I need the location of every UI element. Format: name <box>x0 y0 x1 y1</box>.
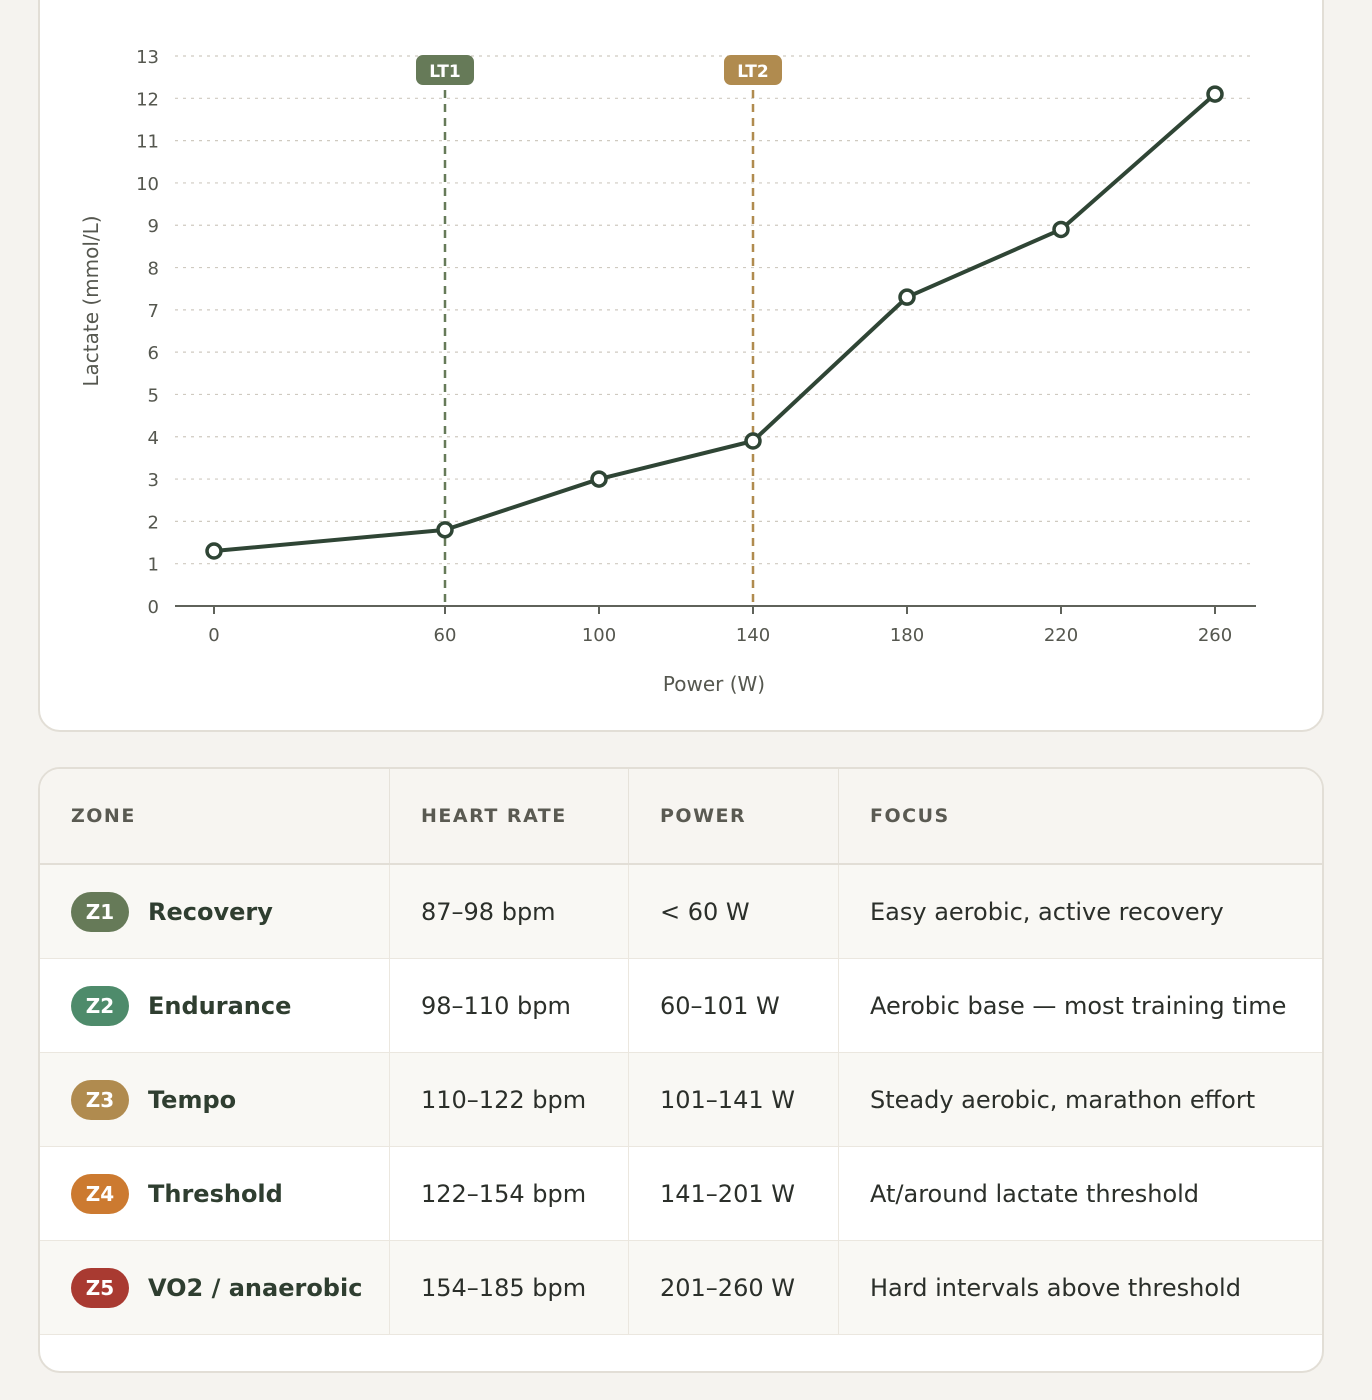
zone-badge: Z4 <box>71 1173 129 1214</box>
y-tick-label: 12 <box>136 89 159 110</box>
table-row: Z4 Threshold 122–154 bpm 141–201 W At/ar… <box>40 1147 1322 1241</box>
header-heart-rate: HEART RATE <box>390 769 629 863</box>
heart-rate-cell: 122–154 bpm <box>390 1147 629 1240</box>
zone-name: VO2 / anaerobic <box>148 1273 363 1302</box>
power-cell: 141–201 W <box>629 1147 839 1240</box>
zone-name: Tempo <box>148 1085 237 1114</box>
power-cell: < 60 W <box>629 865 839 958</box>
y-axis-title: Lactate (mmol/L) <box>79 215 103 386</box>
focus-cell: Aerobic base — most training time <box>870 991 1287 1020</box>
power-cell: 101–141 W <box>629 1053 839 1146</box>
threshold-label: LT2 <box>737 62 768 82</box>
zone-cell: Z2 Endurance <box>40 959 390 1052</box>
zone-name: Endurance <box>148 991 292 1020</box>
focus-cell: At/around lactate threshold <box>870 1179 1200 1208</box>
heart-rate-cell: 110–122 bpm <box>390 1053 629 1146</box>
data-point <box>590 470 608 488</box>
zone-name: Threshold <box>148 1179 283 1208</box>
x-tick-label: 180 <box>890 625 924 646</box>
data-point <box>898 288 916 306</box>
heart-rate-cell: 98–110 bpm <box>390 959 629 1052</box>
x-tick-label: 100 <box>582 625 616 646</box>
data-point <box>1206 85 1224 103</box>
focus-cell: Hard intervals above threshold <box>870 1273 1241 1302</box>
x-tick-label: 140 <box>736 625 770 646</box>
data-point <box>744 432 762 450</box>
zone-badge: Z2 <box>71 985 129 1026</box>
y-tick-label: 13 <box>136 47 159 68</box>
header-focus: FOCUS <box>870 805 950 827</box>
heart-rate-cell: 87–98 bpm <box>390 865 629 958</box>
power-cell: 60–101 W <box>629 959 839 1052</box>
table-body: Z1 Recovery 87–98 bpm < 60 W Easy aerobi… <box>40 865 1322 1335</box>
y-tick-label: 5 <box>148 385 159 406</box>
x-tick-label: 60 <box>434 625 457 646</box>
threshold-pill <box>724 55 782 85</box>
zones-table-card: ZONE HEART RATE POWER FOCUS Z1 Recovery … <box>38 767 1324 1373</box>
x-axis-title: Power (W) <box>663 672 765 696</box>
table-header: ZONE HEART RATE POWER FOCUS <box>40 769 1322 865</box>
table-row: Z2 Endurance 98–110 bpm 60–101 W Aerobic… <box>40 959 1322 1053</box>
y-tick-label: 11 <box>136 132 159 153</box>
chart-card: 0 1 2 3 4 5 6 7 8 9 10 11 12 13 0 60 100 140 180 220 260 Powe… <box>38 0 1324 732</box>
y-tick-label: 7 <box>148 301 159 322</box>
threshold-pill <box>416 55 474 85</box>
data-point <box>436 521 454 539</box>
y-tick-label: 0 <box>148 597 159 618</box>
x-tick-label: 220 <box>1044 625 1078 646</box>
x-tick-label: 0 <box>208 625 219 646</box>
zone-cell: Z1 Recovery <box>40 865 390 958</box>
header-zone: ZONE <box>40 769 390 863</box>
y-tick-label: 10 <box>136 174 159 195</box>
power-cell: 201–260 W <box>629 1241 839 1334</box>
table-row: Z1 Recovery 87–98 bpm < 60 W Easy aerobi… <box>40 865 1322 959</box>
table-row: Z5 VO2 / anaerobic 154–185 bpm 201–260 W… <box>40 1241 1322 1335</box>
series-line <box>213 92 1217 553</box>
focus-cell: Easy aerobic, active recovery <box>870 897 1224 926</box>
zone-badge: Z5 <box>71 1267 129 1308</box>
heart-rate-cell: 154–185 bpm <box>390 1241 629 1334</box>
y-tick-label: 2 <box>148 512 159 533</box>
header-power: POWER <box>629 769 839 863</box>
zone-name: Recovery <box>148 897 273 926</box>
table-row: Z3 Tempo 110–122 bpm 101–141 W Steady ae… <box>40 1053 1322 1147</box>
zone-cell: Z5 VO2 / anaerobic <box>40 1241 390 1334</box>
data-point <box>205 542 223 560</box>
focus-cell: Steady aerobic, marathon effort <box>870 1085 1256 1114</box>
zone-badge: Z3 <box>71 1079 129 1120</box>
zone-cell: Z4 Threshold <box>40 1147 390 1240</box>
zone-cell: Z3 Tempo <box>40 1053 390 1146</box>
y-tick-label: 8 <box>148 259 159 280</box>
zone-badge: Z1 <box>71 891 129 932</box>
x-tick-label: 260 <box>1198 625 1232 646</box>
y-tick-label: 3 <box>148 470 159 491</box>
y-tick-label: 9 <box>148 216 159 237</box>
y-tick-label: 4 <box>148 428 159 449</box>
y-tick-label: 1 <box>148 555 159 576</box>
threshold-label: LT1 <box>429 62 460 82</box>
data-point <box>1052 220 1070 239</box>
y-tick-label: 6 <box>148 343 159 364</box>
